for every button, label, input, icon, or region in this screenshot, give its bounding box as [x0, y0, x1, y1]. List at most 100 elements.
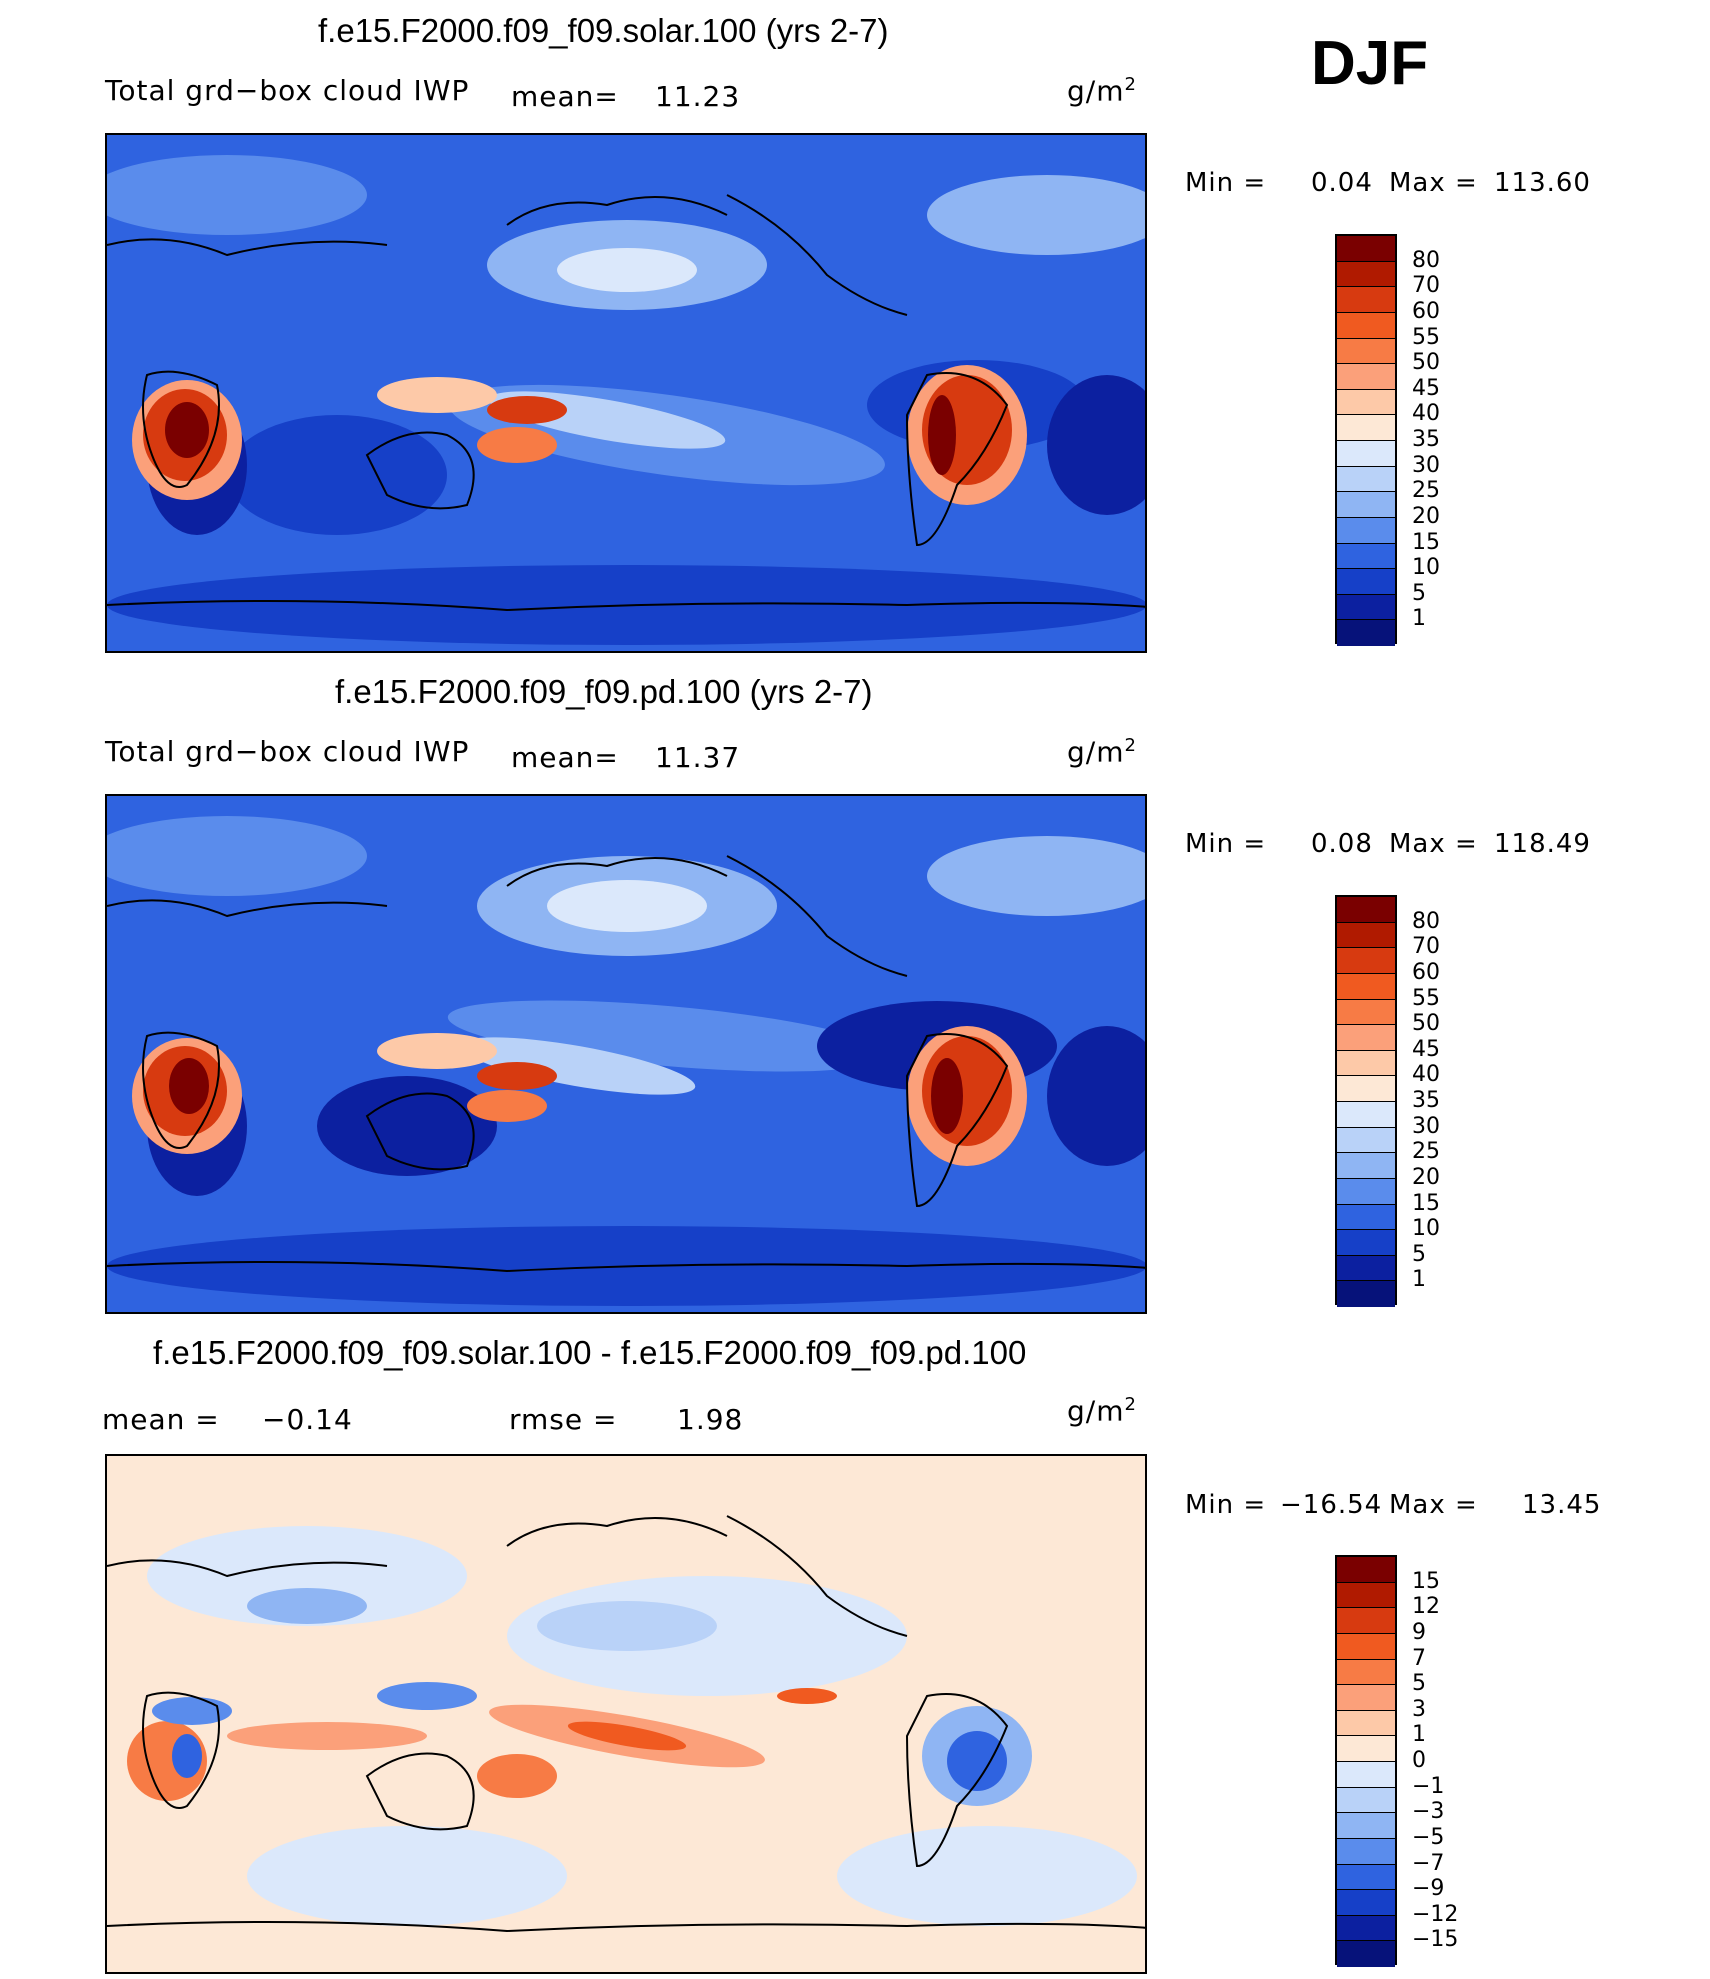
colorbar-tick-label: 45 [1412, 375, 1440, 401]
colorbar-tick-label: 10 [1412, 1216, 1440, 1242]
colorbar-swatch [1337, 1050, 1395, 1077]
colorbar-tick-label: 70 [1412, 934, 1440, 960]
colorbar-tick-label: 5 [1412, 1671, 1426, 1697]
panel2-units: g/m2 [1067, 735, 1137, 769]
colorbar-swatch [1337, 1685, 1395, 1711]
colorbar-swatch [1337, 441, 1395, 467]
colorbar-tick-label: 20 [1412, 503, 1440, 529]
colorbar-swatch [1337, 1736, 1395, 1762]
colorbar-swatch [1337, 466, 1395, 493]
panel1-map-svg [107, 135, 1145, 651]
colorbar-swatch [1337, 569, 1395, 595]
colorbar-swatch [1337, 312, 1395, 339]
panel2-map-svg [107, 796, 1145, 1312]
colorbar-swatch [1337, 1127, 1395, 1154]
panel2-colorbar [1335, 895, 1397, 1307]
panel2-mean-label: mean= [511, 741, 619, 774]
colorbar-tick-label: 80 [1412, 908, 1440, 934]
panel1-title: f.e15.F2000.f09_f09.solar.100 (yrs 2-7) [318, 12, 889, 49]
panel3-max-label: Max = [1389, 1490, 1478, 1520]
colorbar-swatch [1337, 1838, 1395, 1865]
colorbar-swatch [1337, 1864, 1395, 1891]
colorbar-tick-label: 30 [1412, 1113, 1440, 1139]
colorbar-tick-label: 5 [1412, 580, 1426, 606]
colorbar-tick-label: 35 [1412, 1088, 1440, 1113]
panel3-mean-label: mean = [102, 1403, 220, 1436]
colorbar-swatch [1337, 1633, 1395, 1660]
panel3-min-label: Min = [1185, 1490, 1267, 1520]
colorbar-swatch [1337, 261, 1395, 288]
panel1-min-label: Min = [1185, 168, 1267, 198]
colorbar-swatch [1337, 1762, 1395, 1788]
season-label: DJF [1311, 29, 1429, 98]
colorbar-swatch [1337, 1915, 1395, 1942]
colorbar-swatch [1337, 1710, 1395, 1737]
panel2-variable: Total grd−box cloud IWP [105, 735, 470, 768]
panel2-max-label: Max = [1389, 829, 1478, 859]
colorbar-swatch [1337, 1659, 1395, 1686]
colorbar-swatch [1337, 1281, 1395, 1307]
colorbar-swatch [1337, 1178, 1395, 1205]
colorbar-tick-label: 50 [1412, 350, 1440, 376]
panel2-max-value: 118.49 [1494, 829, 1591, 859]
panel3-min-value: −16.54 [1280, 1490, 1383, 1520]
panel1-map [105, 133, 1147, 653]
colorbar-tick-label: 12 [1412, 1594, 1440, 1620]
colorbar-swatch [1337, 338, 1395, 365]
colorbar-swatch [1337, 594, 1395, 621]
panel1-max-value: 113.60 [1494, 168, 1591, 198]
colorbar-tick-label: 60 [1412, 959, 1440, 985]
colorbar-tick-label: 15 [1412, 1568, 1440, 1594]
colorbar-swatch [1337, 948, 1395, 974]
colorbar-tick-label: 30 [1412, 452, 1440, 478]
colorbar-swatch [1337, 492, 1395, 518]
panel1-units: g/m2 [1067, 74, 1137, 108]
colorbar-swatch [1337, 1102, 1395, 1128]
colorbar-tick-label: 9 [1412, 1619, 1426, 1645]
panel1-max-label: Max = [1389, 168, 1478, 198]
colorbar-swatch [1337, 1813, 1395, 1839]
colorbar-tick-label: −9 [1412, 1876, 1445, 1902]
colorbar-swatch [1337, 973, 1395, 1000]
colorbar-tick-label: 60 [1412, 298, 1440, 324]
colorbar-tick-label: 40 [1412, 1062, 1440, 1088]
panel2-title: f.e15.F2000.f09_f09.pd.100 (yrs 2-7) [335, 673, 873, 710]
colorbar-swatch [1337, 1076, 1395, 1102]
colorbar-tick-label: 20 [1412, 1164, 1440, 1190]
colorbar-swatch [1337, 517, 1395, 544]
colorbar-tick-label: 35 [1412, 427, 1440, 452]
panel3-units: g/m2 [1067, 1394, 1137, 1428]
colorbar-tick-label: 10 [1412, 555, 1440, 581]
panel3-colorbar [1335, 1555, 1397, 1967]
panel3-max-value: 13.45 [1522, 1490, 1602, 1520]
panel1-mean-value: 11.23 [655, 80, 741, 113]
colorbar-tick-label: 25 [1412, 1139, 1440, 1165]
colorbar-swatch [1337, 287, 1395, 313]
panel1-variable: Total grd−box cloud IWP [105, 74, 470, 107]
colorbar-tick-label: 25 [1412, 478, 1440, 504]
colorbar-swatch [1337, 1890, 1395, 1916]
colorbar-tick-label: 45 [1412, 1036, 1440, 1062]
colorbar-tick-label: 50 [1412, 1011, 1440, 1037]
colorbar-tick-label: 0 [1412, 1748, 1426, 1773]
colorbar-swatch [1337, 1153, 1395, 1179]
colorbar-tick-label: 15 [1412, 529, 1440, 555]
colorbar-swatch [1337, 236, 1395, 262]
colorbar-swatch [1337, 1787, 1395, 1814]
panel3-rmse-label: rmse = [509, 1403, 618, 1436]
colorbar-swatch [1337, 1230, 1395, 1256]
panel3-mean-value: −0.14 [262, 1403, 353, 1436]
colorbar-swatch [1337, 620, 1395, 646]
colorbar-swatch [1337, 897, 1395, 923]
colorbar-swatch [1337, 1025, 1395, 1051]
panel3-map [105, 1454, 1147, 1974]
panel1-min-value: 0.04 [1311, 168, 1373, 198]
colorbar-tick-label: −5 [1412, 1824, 1445, 1850]
colorbar-swatch [1337, 1582, 1395, 1609]
colorbar-tick-label: 55 [1412, 324, 1440, 350]
colorbar-swatch [1337, 999, 1395, 1026]
colorbar-tick-label: 70 [1412, 273, 1440, 299]
colorbar-swatch [1337, 364, 1395, 390]
colorbar-tick-label: −3 [1412, 1799, 1445, 1825]
panel1-colorbar [1335, 234, 1397, 646]
